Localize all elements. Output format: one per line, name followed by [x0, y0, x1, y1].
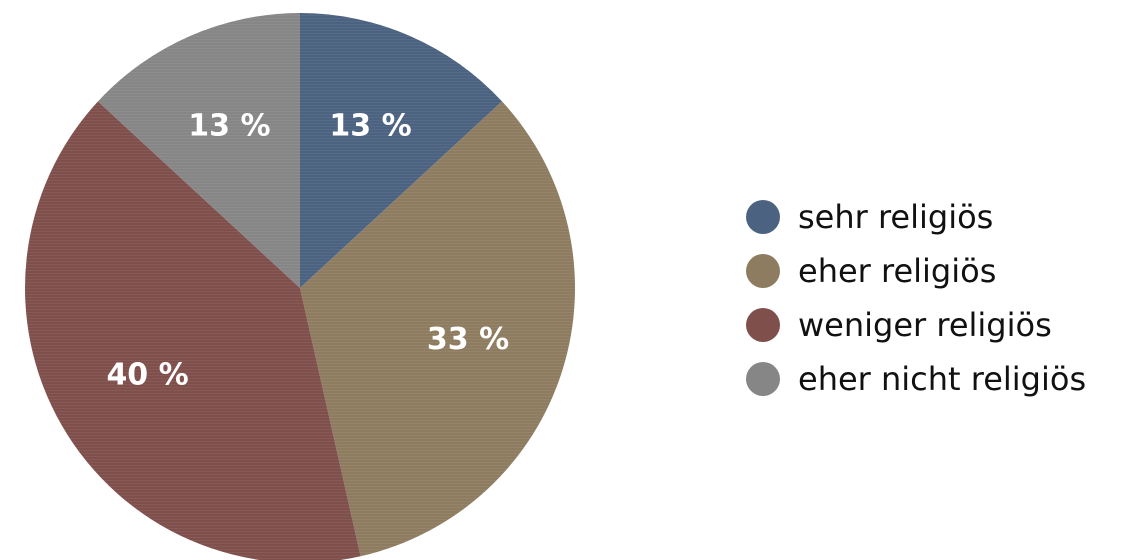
legend-label: eher religiös	[798, 252, 997, 290]
pie-slice-value-label: 33 %	[427, 322, 509, 357]
pie-slice-value-label: 13 %	[329, 108, 411, 143]
legend-item: sehr religiös	[746, 190, 1116, 244]
legend-label: sehr religiös	[798, 198, 994, 236]
pie-slice-texture	[300, 101, 575, 557]
legend: sehr religiös eher religiös weniger religi…	[746, 190, 1116, 406]
legend-swatch	[746, 308, 780, 342]
legend-label: eher nicht religiös	[798, 360, 1087, 398]
pie-slices	[25, 13, 575, 560]
legend-swatch	[746, 254, 780, 288]
legend-label: weniger religiös	[798, 306, 1052, 344]
pie-slice-texture	[97, 13, 301, 288]
pie-slice-labels: 13 % 33 % 40 % 13 %	[106, 108, 509, 392]
legend-item: eher nicht religiös	[746, 352, 1116, 406]
legend-item: eher religiös	[746, 244, 1116, 298]
pie-slice-texture	[25, 101, 361, 560]
pie-slice-texture	[300, 13, 503, 288]
legend-swatch	[746, 362, 780, 396]
legend-item: weniger religiös	[746, 298, 1116, 352]
legend-swatch	[746, 200, 780, 234]
pie-slice-value-label: 40 %	[106, 358, 188, 393]
pie-slice-value-label: 13 %	[188, 108, 270, 143]
